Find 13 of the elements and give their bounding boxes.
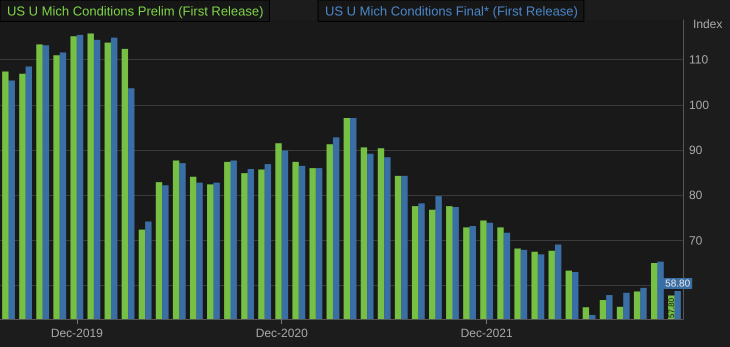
y-tick-label: 70 bbox=[689, 233, 703, 248]
x-tick-label: Dec-2020 bbox=[256, 326, 308, 340]
data-label: 58.80 bbox=[665, 278, 691, 290]
y-tick-label: 90 bbox=[689, 143, 703, 158]
x-tick-label: Dec-2019 bbox=[50, 326, 104, 340]
text: US U Mich Conditions Prelim (First Release) bbox=[7, 4, 264, 18]
y-axis-title: Index bbox=[693, 17, 722, 31]
text: US U Mich Conditions Final* (First Release) bbox=[325, 4, 578, 18]
y-tick-label: 80 bbox=[689, 188, 703, 202]
y-tick-label: 110 bbox=[689, 52, 708, 67]
y-tick-label: 100 bbox=[689, 98, 710, 112]
data-label: 57.80 bbox=[666, 297, 676, 318]
x-tick-label: Dec-2021 bbox=[460, 326, 513, 340]
